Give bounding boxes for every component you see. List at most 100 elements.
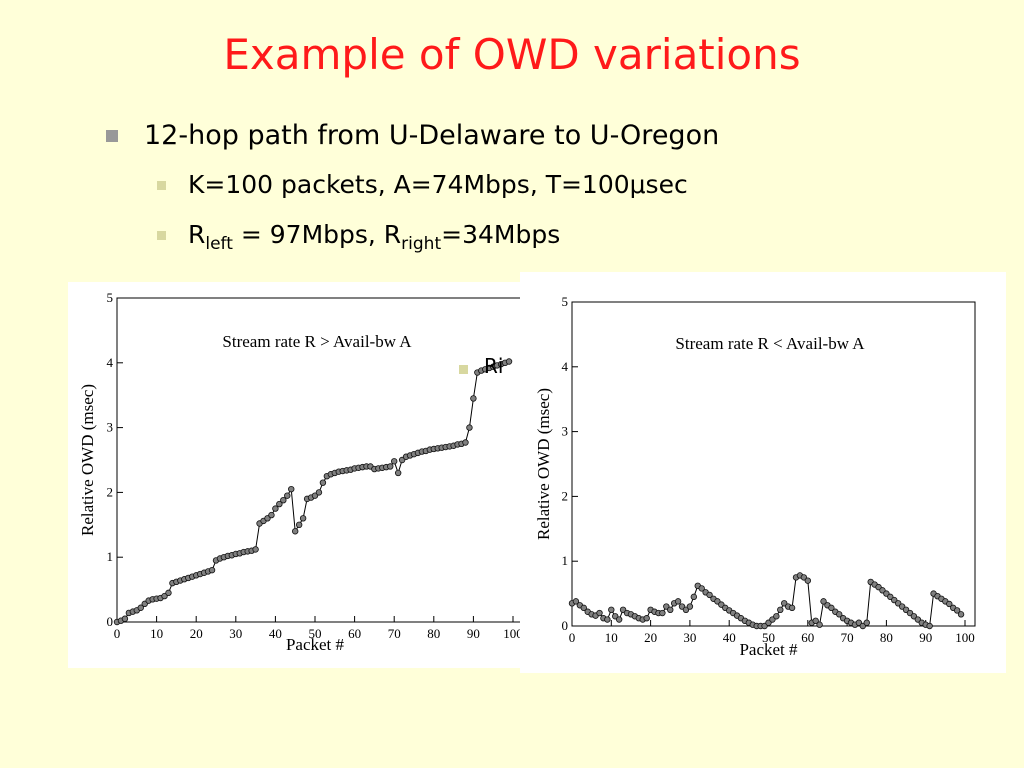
bullet-text: 12-hop path from U-Delaware to U-Oregon	[144, 120, 720, 151]
sub-bullet: K=100 packets, A=74Mbps, T=100μsec	[157, 170, 688, 199]
data-point	[387, 463, 394, 470]
y-tick-label: 4	[562, 359, 569, 374]
x-tick-label: 100	[503, 626, 523, 641]
chart: 0 10 20 30 40 50 60 70 80 90 100 0 1 2 3 4 5 Stream rate …	[520, 272, 1006, 673]
text-segment: right	[401, 234, 442, 254]
data-point	[208, 566, 216, 574]
data-point	[659, 609, 666, 617]
data-point	[953, 607, 961, 614]
x-tick-label: 80	[880, 630, 893, 645]
y-axis-label: Relative OWD (msec)	[534, 388, 553, 540]
x-tick-label: 60	[801, 630, 814, 645]
y-tick-label: 5	[107, 290, 114, 305]
y-tick-label: 3	[107, 420, 114, 435]
data-point	[288, 485, 295, 493]
x-tick-label: 70	[841, 630, 854, 645]
data-point	[788, 604, 796, 612]
data-point	[284, 492, 291, 499]
data-point	[572, 598, 580, 605]
x-tick-label: 80	[427, 626, 440, 641]
x-tick-label: 40	[269, 626, 282, 641]
data-point	[820, 598, 827, 605]
text-segment: left	[205, 234, 233, 254]
text-segment: = 97Mbps, R	[232, 220, 402, 249]
sub-bullet: Rleft = 97Mbps, Rright=34Mbps	[157, 220, 561, 254]
x-tick-label: 0	[569, 630, 576, 645]
chart: 0 10 20 30 40 50 60 70 80 90 100 0 1 2 3 4 5 Stream rate …	[68, 282, 560, 668]
x-tick-label: 90	[919, 630, 932, 645]
data-line	[571, 574, 962, 627]
data-point	[391, 458, 398, 465]
y-axis-label: Relative OWD (msec)	[78, 384, 97, 536]
text-segment: R	[188, 220, 206, 249]
data-point	[299, 515, 307, 522]
text-segment: Ri	[484, 354, 504, 378]
data-point	[804, 577, 811, 584]
slide-title: Example of OWD variations	[223, 30, 801, 79]
text-segment: =34Mbps	[441, 220, 561, 249]
data-point	[615, 616, 623, 623]
data-point	[674, 598, 682, 605]
x-tick-label: 30	[683, 630, 696, 645]
x-tick-label: 10	[605, 630, 618, 645]
data-point	[816, 621, 823, 628]
sub-bullet: Ri	[459, 354, 503, 378]
x-tick-label: 40	[723, 630, 736, 645]
data-point	[580, 604, 587, 612]
data-point	[291, 528, 299, 535]
y-tick-label: 3	[562, 424, 569, 439]
y-tick-label: 0	[107, 614, 114, 629]
data-point	[836, 611, 843, 618]
y-tick-label: 0	[562, 618, 569, 633]
data-point	[608, 606, 615, 613]
y-tick-label: 2	[107, 484, 114, 499]
data-point	[812, 617, 819, 625]
data-point	[466, 424, 473, 431]
data-point	[863, 619, 870, 626]
data-point	[596, 609, 603, 617]
x-tick-label: 0	[114, 626, 121, 641]
bullet: 12-hop path from U-Delaware to U-Oregon	[106, 120, 720, 151]
x-tick-label: 50	[762, 630, 775, 645]
chart-title: Stream rate R < Avail-bw A	[675, 334, 865, 353]
sub-bullet-text: K=100 packets, A=74Mbps, T=100μsec	[188, 170, 688, 199]
data-point	[137, 604, 144, 611]
x-tick-label: 50	[309, 626, 322, 641]
data-point	[777, 606, 784, 613]
x-tick-label: 10	[150, 626, 163, 641]
data-point	[252, 546, 259, 553]
sub-bullet-text: Ri	[484, 354, 503, 378]
x-tick-label: 90	[467, 626, 480, 641]
plot-frame	[571, 301, 976, 627]
data-point	[957, 611, 965, 618]
x-tick-label: 100	[955, 630, 975, 645]
x-tick-label: 20	[190, 626, 203, 641]
y-tick-label: 2	[562, 488, 569, 503]
data-point	[667, 606, 674, 613]
data-point	[121, 615, 129, 622]
x-tick-label: 20	[644, 630, 657, 645]
data-point	[773, 613, 780, 620]
data-point	[828, 604, 835, 612]
plot-frame	[116, 297, 560, 623]
data-point	[315, 489, 323, 496]
y-tick-label: 4	[107, 355, 114, 370]
chart-title: Stream rate R > Avail-bw A	[222, 332, 412, 351]
data-point	[946, 600, 953, 608]
data-point	[462, 439, 469, 446]
data-point	[706, 591, 713, 599]
data-point	[926, 622, 933, 630]
data-point	[280, 496, 287, 504]
data-point	[319, 479, 327, 486]
y-tick-label: 5	[562, 294, 569, 309]
data-point	[686, 603, 694, 610]
data-point	[470, 395, 477, 402]
data-point	[690, 593, 698, 601]
sub-bullet-text: Rleft = 97Mbps, Rright=34Mbps	[188, 220, 561, 254]
data-point	[698, 585, 705, 592]
text-segment: K=100 packets, A=74Mbps, T=100μsec	[188, 170, 688, 199]
x-axis-label: Packet #	[286, 635, 345, 654]
data-point	[604, 616, 611, 623]
data-point	[276, 500, 283, 508]
